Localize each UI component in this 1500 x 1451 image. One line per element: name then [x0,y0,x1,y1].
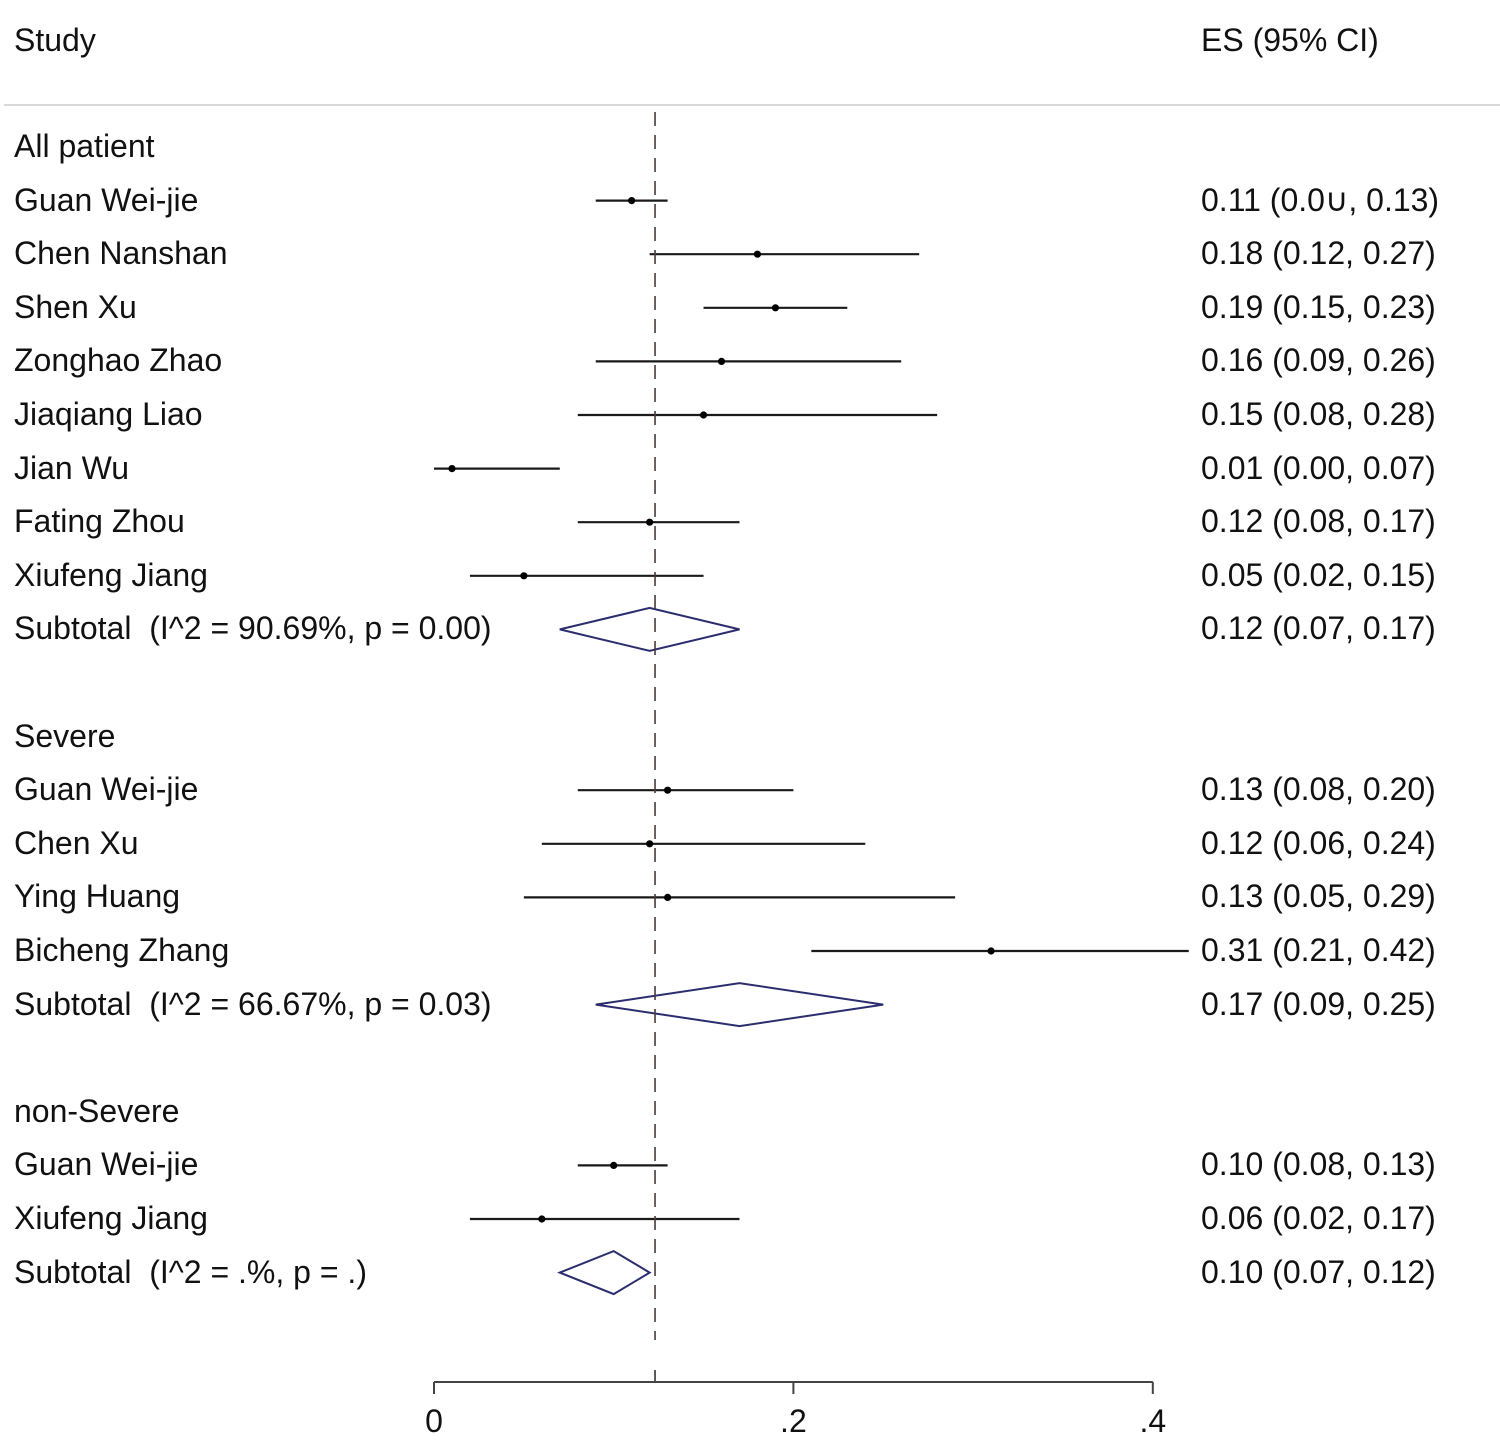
subtotal-diamond [595,982,884,1028]
point-estimate [448,465,456,473]
subtotal-diamond [557,1249,652,1296]
study-label: Guan Wei-jie [14,181,199,218]
study-label: Bicheng Zhang [14,932,230,968]
study-label: Jian Wu [14,449,130,486]
subtotal-es-text: 0.17 (0.09, 0.25) [1201,985,1436,1022]
study-es-text: 0.18 (0.12, 0.27) [1201,235,1436,272]
point-estimate [753,250,762,258]
study-label: Guan Wei-jie [14,1146,199,1183]
point-estimate [664,893,672,902]
x-tick-label: 0 [425,1403,443,1439]
x-tick-label: .2 [780,1403,807,1439]
study-label: Chen Xu [14,824,139,861]
study-label: Fating Zhou [14,503,185,540]
study-label: Jiaqiang Liao [14,396,203,432]
study-label: Zonghao Zhao [14,342,223,379]
point-estimate [610,1161,618,1169]
study-label: Chen Nanshan [14,235,228,272]
study-label: Xiufeng Jiang [14,556,208,593]
study-label: Guan Wei-jie [14,771,199,808]
study-es-text: 0.12 (0.06, 0.24) [1201,824,1436,861]
subtotal-label: Subtotal (I^2 = 90.69%, p = 0.00) [14,610,492,647]
study-es-text: 0.13 (0.05, 0.29) [1201,878,1436,915]
study-label: Ying Huang [14,878,181,915]
point-estimate [717,357,726,365]
point-estimate [646,518,654,526]
subtotal-label: Subtotal (I^2 = 66.67%, p = 0.03) [14,985,492,1022]
study-es-text: 0.31 (0.21, 0.42) [1201,932,1436,968]
group-heading: All patient [14,128,155,164]
point-estimate [520,572,528,580]
point-estimate [538,1215,546,1223]
x-tick-label: .4 [1139,1403,1166,1439]
study-es-text: 0.13 (0.08, 0.20) [1201,771,1436,808]
group-heading: non-Severe [14,1092,180,1129]
study-es-text: 0.12 (0.08, 0.17) [1201,503,1436,540]
point-estimate [987,947,995,955]
subtotal-label: Subtotal (I^2 = .%, p = .) [14,1253,367,1290]
study-es-text: 0.10 (0.08, 0.13) [1201,1146,1436,1183]
study-label: Shen Xu [14,288,137,325]
study-es-text: 0.19 (0.15, 0.23) [1201,288,1436,325]
es-column-header: ES (95% CI) [1201,22,1379,58]
study-es-text: 0.16 (0.09, 0.26) [1201,342,1436,379]
point-estimate [646,840,654,848]
point-estimate [771,304,780,312]
subtotal-diamond [559,606,740,652]
point-estimate [628,197,636,205]
study-es-text: 0.11 (0.0∪, 0.13) [1201,181,1440,218]
study-es-text: 0.06 (0.02, 0.17) [1201,1200,1436,1236]
group-heading: Severe [14,717,116,754]
study-label: Xiufeng Jiang [14,1200,208,1236]
subtotal-es-text: 0.12 (0.07, 0.17) [1201,610,1436,647]
point-estimate [664,786,672,794]
subtotal-es-text: 0.10 (0.07, 0.12) [1201,1253,1436,1290]
study-es-text: 0.15 (0.08, 0.28) [1201,396,1436,432]
study-es-text: 0.01 (0.00, 0.07) [1201,449,1436,486]
study-column-header: Study [14,22,96,58]
point-estimate [699,411,708,419]
study-es-text: 0.05 (0.02, 0.15) [1201,556,1436,593]
